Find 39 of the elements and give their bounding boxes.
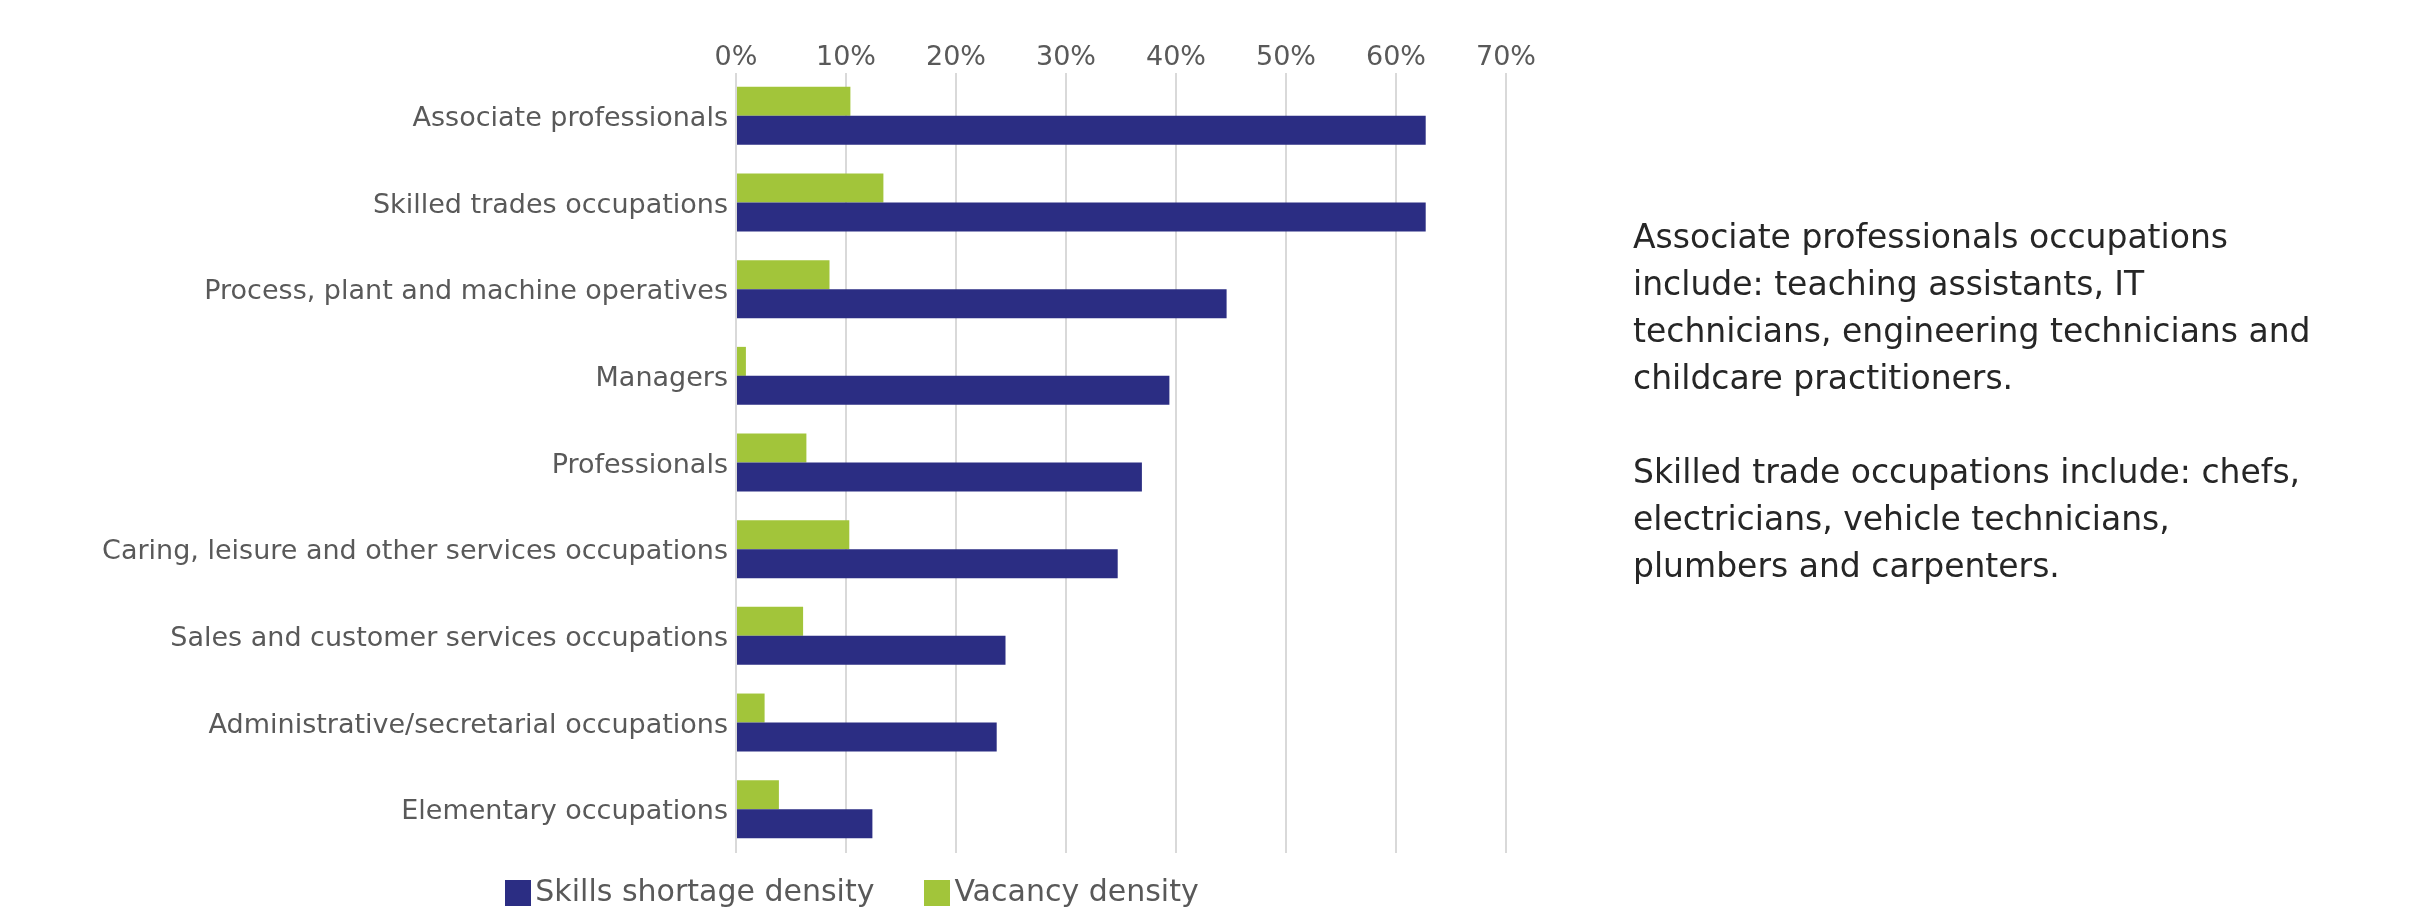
x-tick-label: 30% <box>1035 40 1097 71</box>
bar <box>736 520 850 550</box>
bar <box>736 462 1142 492</box>
y-tick-label: Professionals <box>551 447 728 479</box>
y-tick-label: Administrative/secretarial occupations <box>208 707 728 739</box>
bar <box>736 433 807 463</box>
text: Associate professionals occupations include: teaching assistants, IT technicians, engineering technicians and childcare practitioners. <box>1633 216 2312 399</box>
x-tick-label: 0% <box>714 40 758 71</box>
legend-label: Skills shortage density <box>535 873 875 908</box>
bar <box>736 375 1170 405</box>
x-tick-label: 60% <box>1365 40 1427 71</box>
bar <box>736 86 851 116</box>
y-tick-label: Sales and customer services occupations <box>170 620 728 652</box>
bar <box>736 202 1426 232</box>
x-tick-label: 70% <box>1475 40 1537 71</box>
x-tick-label: 50% <box>1255 40 1317 71</box>
y-tick-label: Process, plant and machine operatives <box>204 274 728 306</box>
text: Skilled trade occupations include: chefs, electricians, vehicle technicians, plumbers and carpenters. <box>1633 451 2302 587</box>
bar <box>736 289 1227 319</box>
bar <box>736 635 1006 665</box>
x-tick-label: 40% <box>1145 40 1207 71</box>
y-tick-label: Caring, leisure and other services occupations <box>102 534 728 566</box>
y-tick-label: Managers <box>595 360 728 392</box>
bar <box>736 780 779 810</box>
x-tick-label: 20% <box>925 40 987 71</box>
x-tick-label: 10% <box>815 40 877 71</box>
y-tick-label: Elementary occupations <box>401 794 728 826</box>
legend-label: Vacancy density <box>954 873 1199 908</box>
y-tick-label: Associate professionals <box>412 100 728 132</box>
bar <box>736 260 830 290</box>
bar <box>736 809 873 839</box>
bar <box>736 606 804 636</box>
bar <box>736 173 884 203</box>
bar <box>736 722 997 752</box>
bar <box>736 115 1426 145</box>
y-tick-label: Skilled trades occupations <box>372 187 728 219</box>
bar <box>736 346 746 376</box>
bar <box>736 693 765 723</box>
bar <box>736 549 1118 579</box>
